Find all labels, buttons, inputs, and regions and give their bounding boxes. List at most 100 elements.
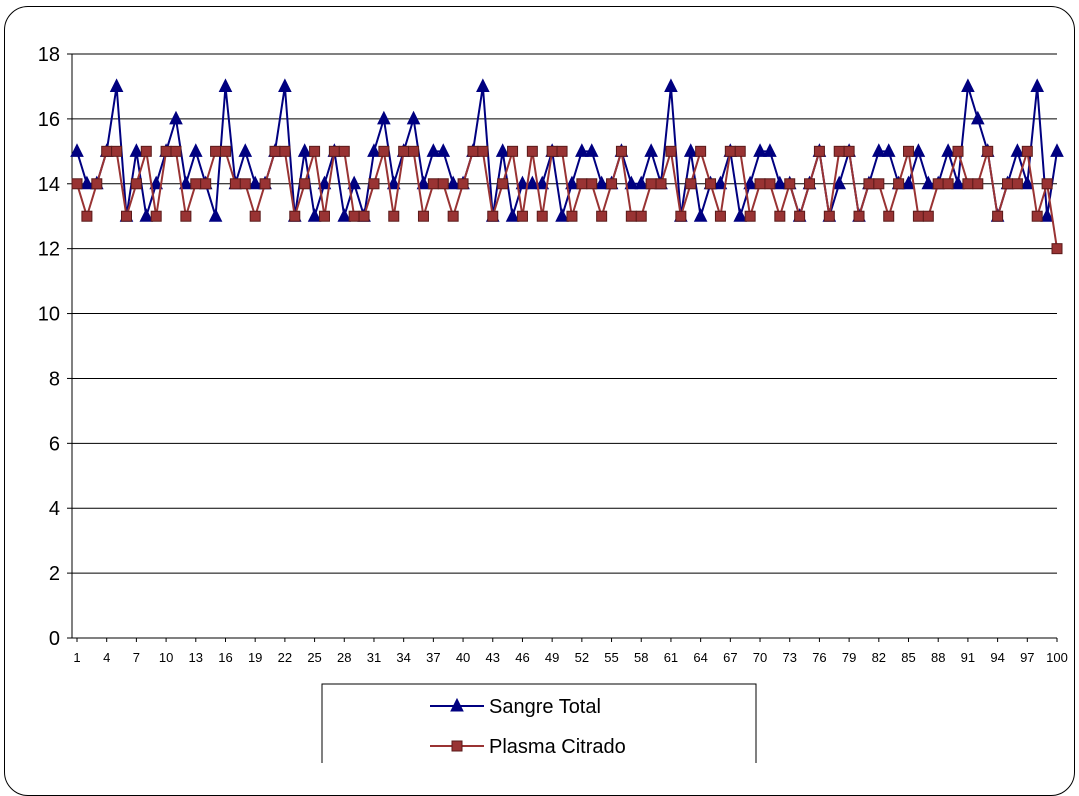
x-tick-label: 100 bbox=[1046, 650, 1068, 665]
y-tick-label: 12 bbox=[38, 239, 60, 261]
data-point bbox=[665, 145, 677, 157]
data-point bbox=[70, 143, 84, 157]
data-point bbox=[575, 143, 589, 157]
legend-swatch-marker bbox=[450, 697, 464, 712]
data-point bbox=[299, 178, 311, 190]
data-point bbox=[961, 78, 975, 92]
data-point bbox=[130, 178, 142, 190]
data-point bbox=[1020, 175, 1035, 190]
data-point bbox=[1050, 143, 1064, 157]
data-point bbox=[594, 175, 609, 190]
data-point bbox=[180, 210, 192, 222]
data-point bbox=[139, 208, 154, 222]
data-point bbox=[388, 210, 400, 222]
gridlines bbox=[72, 53, 1057, 574]
x-tick-label: 67 bbox=[723, 650, 737, 665]
x-tick-label: 46 bbox=[515, 650, 529, 665]
data-point bbox=[833, 145, 845, 157]
data-point bbox=[1011, 178, 1023, 190]
legend-box bbox=[321, 683, 757, 763]
data-point bbox=[773, 175, 787, 190]
data-point bbox=[297, 143, 312, 157]
data-point bbox=[179, 175, 193, 190]
data-point bbox=[446, 175, 460, 190]
y-tick-label: 10 bbox=[38, 304, 60, 326]
data-point bbox=[149, 175, 164, 190]
data-point bbox=[733, 208, 748, 222]
data-point bbox=[675, 210, 687, 222]
data-point bbox=[476, 78, 490, 92]
x-tick-label: 10 bbox=[159, 650, 173, 665]
data-point bbox=[1010, 143, 1025, 157]
data-point bbox=[337, 208, 352, 222]
series-2 bbox=[71, 145, 1063, 255]
data-point bbox=[427, 178, 439, 190]
data-point bbox=[1041, 178, 1053, 190]
x-tick-label: 55 bbox=[604, 650, 618, 665]
data-point bbox=[377, 110, 391, 125]
y-tick-label: 16 bbox=[38, 109, 60, 131]
data-point bbox=[526, 145, 538, 157]
data-point bbox=[606, 178, 618, 190]
y-tick-label: 0 bbox=[49, 628, 60, 650]
data-point bbox=[259, 178, 271, 190]
data-point bbox=[169, 110, 183, 125]
data-point bbox=[962, 178, 974, 190]
data-point bbox=[645, 178, 657, 190]
data-point bbox=[714, 210, 726, 222]
x-tick-label: 19 bbox=[248, 650, 262, 665]
data-point bbox=[91, 178, 103, 190]
data-point bbox=[685, 178, 697, 190]
data-point bbox=[754, 178, 766, 190]
data-point bbox=[1040, 208, 1054, 222]
x-tick-label: 25 bbox=[307, 650, 321, 665]
data-point bbox=[318, 210, 330, 222]
data-point bbox=[348, 210, 360, 222]
x-tick-label: 82 bbox=[872, 650, 886, 665]
data-point bbox=[386, 175, 401, 190]
x-tick-label: 16 bbox=[218, 650, 232, 665]
data-point bbox=[378, 145, 390, 157]
data-point bbox=[269, 145, 281, 157]
x-tick-label: 91 bbox=[961, 650, 975, 665]
data-point bbox=[219, 145, 231, 157]
data-point bbox=[972, 178, 984, 190]
x-tick-label: 34 bbox=[396, 650, 410, 665]
data-point bbox=[120, 210, 132, 222]
data-point bbox=[416, 175, 431, 190]
data-point bbox=[515, 175, 530, 190]
data-point bbox=[71, 178, 83, 190]
data-point bbox=[683, 143, 698, 157]
data-point bbox=[794, 210, 806, 222]
x-tick-label: 49 bbox=[545, 650, 559, 665]
data-point bbox=[883, 210, 895, 222]
data-point bbox=[912, 210, 924, 222]
x-tick-label: 85 bbox=[901, 650, 915, 665]
data-point bbox=[576, 178, 588, 190]
data-point bbox=[693, 208, 708, 222]
x-tick-label: 40 bbox=[456, 650, 470, 665]
data-point bbox=[565, 175, 579, 190]
y-tick-label: 2 bbox=[49, 563, 60, 585]
data-point bbox=[1031, 210, 1043, 222]
data-point bbox=[507, 145, 519, 157]
data-point bbox=[289, 210, 301, 222]
data-point bbox=[921, 175, 936, 190]
data-point bbox=[495, 143, 510, 157]
data-point bbox=[80, 175, 94, 190]
data-point bbox=[129, 143, 144, 157]
x-tick-label: 4 bbox=[103, 650, 110, 665]
data-point bbox=[992, 210, 1004, 222]
x-tick-label: 52 bbox=[575, 650, 589, 665]
data-point bbox=[743, 175, 757, 190]
data-point bbox=[625, 210, 637, 222]
data-point bbox=[624, 175, 639, 190]
data-point bbox=[238, 143, 253, 157]
y-tick-label: 14 bbox=[38, 174, 60, 196]
data-point bbox=[753, 143, 767, 157]
data-point bbox=[664, 78, 678, 92]
data-point bbox=[249, 210, 261, 222]
data-point bbox=[328, 145, 340, 157]
data-point bbox=[634, 175, 649, 190]
